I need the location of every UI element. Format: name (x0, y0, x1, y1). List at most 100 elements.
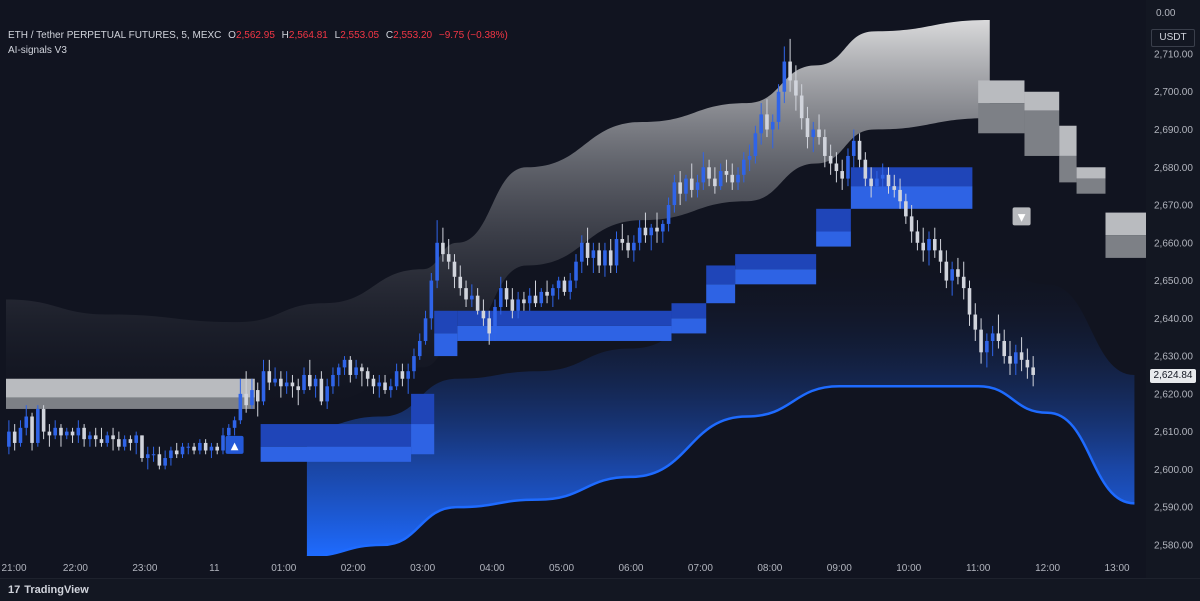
candle-body-87 (510, 299, 515, 311)
gray-band-upper-4 (1076, 167, 1106, 179)
candle-body-154 (898, 189, 902, 202)
candle-body-82 (481, 310, 486, 319)
candle-body-18 (111, 435, 115, 440)
sell-signal-marker-1 (1012, 207, 1031, 226)
symbol-name[interactable]: ETH / Tether PERPETUAL FUTURES, 5, MEXC (8, 30, 222, 41)
candle-body-167 (973, 314, 978, 330)
candle-body-34 (203, 442, 208, 451)
candle-body-5 (36, 408, 40, 443)
candle-body-45 (267, 371, 272, 383)
indicator-label[interactable]: AI-signals V3 (8, 45, 67, 56)
candle-body-62 (365, 371, 370, 379)
candle-body-50 (296, 386, 301, 391)
blue-band-lower-6 (735, 269, 817, 285)
gray-band-upper-3 (1059, 125, 1077, 156)
y-tick-label-9: 2,670.00 (1154, 201, 1193, 212)
candle-body-83 (487, 318, 491, 334)
candle-body-150 (875, 178, 879, 187)
candle-body-12 (76, 427, 81, 436)
candle-body-156 (909, 216, 914, 232)
y-tick-label-5: 2,630.00 (1154, 352, 1193, 363)
candle-body-48 (284, 382, 289, 387)
candle-body-14 (88, 435, 92, 440)
gray-band-upper-0 (6, 378, 255, 398)
candle-body-98 (574, 261, 578, 281)
candle-layer (7, 38, 1035, 470)
gray-band-upper-1 (978, 80, 1025, 104)
candle-body-68 (400, 371, 405, 379)
candle-body-165 (961, 276, 966, 289)
candle-body-47 (279, 378, 283, 387)
y-tick-label-0: 2,580.00 (1154, 540, 1193, 551)
candle-body-60 (354, 367, 358, 375)
symbol-header[interactable]: ETH / Tether PERPETUAL FUTURES, 5, MEXC … (8, 30, 508, 41)
candle-body-88 (516, 299, 520, 311)
open-label: O (228, 30, 236, 41)
candle-body-55 (325, 386, 329, 402)
y-tick-label-1: 2,590.00 (1154, 503, 1193, 514)
y-tick-label-6: 2,640.00 (1154, 314, 1193, 325)
candle-body-73 (429, 280, 434, 319)
candle-body-85 (498, 288, 503, 307)
y-tick-label-4: 2,620.00 (1154, 389, 1193, 400)
candle-body-174 (1014, 352, 1018, 364)
candle-body-49 (290, 382, 295, 387)
candle-body-41 (244, 393, 248, 406)
tradingview-brand-text: TradingView (24, 584, 89, 596)
candle-body-117 (684, 178, 688, 194)
blue-band-lower-7 (816, 231, 851, 247)
candle-body-58 (342, 359, 347, 368)
candle-body-119 (695, 182, 700, 190)
candle-body-66 (389, 386, 393, 391)
candle-body-114 (666, 205, 671, 224)
currency-unit-button[interactable]: USDT (1151, 29, 1195, 47)
candle-body-39 (232, 420, 237, 428)
blue-band-lower-3 (457, 325, 672, 341)
gray-band-lower-5 (1105, 235, 1146, 258)
candle-body-81 (475, 295, 480, 311)
candle-body-148 (863, 159, 868, 179)
high-value: 2,564.81 (288, 30, 328, 41)
candle-body-71 (417, 340, 422, 357)
candle-body-109 (637, 227, 642, 243)
blue-band-upper-1 (411, 393, 435, 425)
candle-body-30 (180, 446, 185, 455)
candle-body-99 (579, 242, 584, 262)
tradingview-logo[interactable]: 17 TradingView (8, 584, 89, 596)
candle-body-169 (985, 340, 989, 353)
candle-body-79 (464, 288, 468, 300)
candle-body-35 (209, 446, 214, 451)
y-tick-label-13: 2,710.00 (1154, 49, 1193, 60)
candle-body-32 (192, 446, 196, 451)
candle-body-142 (828, 155, 833, 164)
candle-body-111 (649, 227, 654, 236)
candle-body-17 (105, 435, 110, 443)
candle-body-84 (493, 306, 497, 334)
candle-body-157 (915, 231, 920, 243)
blue-band-lower-4 (671, 318, 707, 334)
glow-layer (6, 20, 1135, 558)
candle-body-42 (250, 390, 254, 406)
candle-body-27 (163, 458, 167, 466)
x-tick-label-10: 07:00 (688, 563, 713, 574)
blue-band-upper-5 (706, 265, 736, 285)
candle-body-63 (371, 378, 376, 387)
candle-body-54 (319, 378, 324, 402)
candle-body-95 (556, 280, 561, 289)
candle-body-152 (886, 174, 891, 187)
candle-body-11 (70, 431, 75, 436)
candle-body-97 (568, 280, 573, 292)
candle-body-102 (597, 250, 601, 266)
candle-body-37 (221, 435, 225, 451)
candle-body-31 (186, 446, 191, 448)
y-tick-label-10: 2,680.00 (1154, 163, 1193, 174)
candle-body-125 (730, 174, 735, 183)
candle-body-6 (41, 408, 46, 432)
blue-band-upper-4 (671, 303, 707, 319)
candle-body-121 (707, 167, 711, 179)
candle-body-141 (823, 137, 827, 156)
x-tick-label-14: 11:00 (966, 563, 991, 574)
candle-body-38 (226, 427, 231, 436)
candle-body-78 (458, 276, 463, 289)
